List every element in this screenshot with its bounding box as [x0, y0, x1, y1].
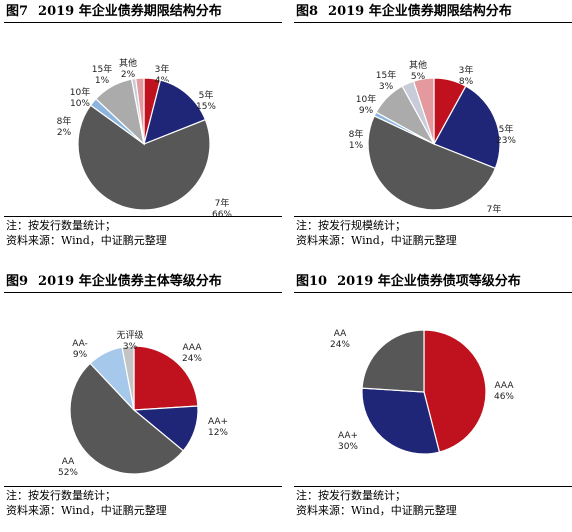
pie-slice: [361, 387, 441, 455]
chart-notes: 注：按发行数量统计； 资料来源：Wind，中证鹏元整理: [6, 218, 167, 248]
slice-value-label: 9%: [73, 350, 88, 360]
chart-title: 图9 2019 年企业债券主体等级分布: [6, 272, 222, 292]
slice-category-label: AAA: [183, 343, 203, 353]
slice-category-label: 3年: [459, 64, 474, 76]
slice-value-label: 8%: [459, 77, 474, 87]
slice-value-label: 2%: [57, 128, 72, 138]
slice-category-label: 无评级: [116, 329, 143, 341]
notes-rule: [4, 216, 282, 217]
slice-category-label: 15年: [92, 63, 112, 75]
title-rule: [294, 292, 572, 293]
slice-category-label: 其他: [119, 57, 137, 69]
slice-category-label: 7年: [487, 203, 502, 215]
figure-title: 2019 年企业债券期限结构分布: [328, 4, 512, 19]
slice-value-label: 12%: [208, 428, 228, 438]
slice-value-label: 52%: [58, 468, 78, 478]
title-rule: [4, 292, 282, 293]
chart-note: 注：按发行规模统计；: [296, 219, 406, 232]
pie-slice: [361, 329, 425, 393]
figure-title: 2019 年企业债券债项等级分布: [337, 274, 521, 289]
slice-value-label: 23%: [496, 136, 516, 146]
figure-title: 2019 年企业债券期限结构分布: [38, 4, 222, 19]
pie-slice: [135, 77, 145, 145]
slice-category-label: AAA: [495, 381, 515, 391]
slice-value-label: 15%: [196, 102, 216, 112]
chart-notes: 注：按发行数量统计； 资料来源：Wind，中证鹏元整理: [296, 488, 457, 518]
slice-category-label: 8年: [57, 115, 72, 127]
slice-category-label: AA+: [208, 417, 228, 427]
figure-number: 图8: [296, 4, 319, 19]
slice-category-label: 其他: [409, 59, 427, 71]
chart-panel-fig10: 图10 2019 年企业债券债项等级分布 AAA 46% AA+ 30% AA 24% 注：…: [294, 270, 572, 532]
chart-source: 资料来源：Wind，中证鹏元整理: [296, 234, 457, 247]
title-rule: [4, 22, 282, 23]
slice-category-label: 5年: [199, 89, 214, 101]
slice-category-label: 10年: [356, 93, 376, 105]
chart-source: 资料来源：Wind，中证鹏元整理: [6, 234, 167, 247]
slice-category-label: AA: [334, 329, 347, 339]
notes-rule: [294, 486, 572, 487]
slice-value-label: 1%: [95, 76, 110, 86]
slice-category-label: 8年: [349, 128, 364, 140]
slice-value-label: 46%: [494, 392, 514, 402]
pie-slice: [367, 115, 497, 211]
chart-source: 资料来源：Wind，中证鹏元整理: [6, 504, 167, 517]
chart-notes: 注：按发行规模统计； 资料来源：Wind，中证鹏元整理: [296, 218, 457, 248]
chart-source: 资料来源：Wind，中证鹏元整理: [296, 504, 457, 517]
slice-value-label: 10%: [70, 99, 90, 109]
slice-value-label: 9%: [359, 106, 374, 116]
chart-notes: 注：按发行数量统计； 资料来源：Wind，中证鹏元整理: [6, 488, 167, 518]
pie-slice: [433, 85, 501, 170]
slice-category-label: AA: [62, 457, 75, 467]
slice-category-label: AA+: [338, 431, 358, 441]
slice-value-label: 3%: [379, 82, 394, 92]
pie-slice: [423, 329, 487, 453]
slice-category-label: 7年: [215, 197, 230, 209]
pie-slice: [133, 345, 199, 411]
figure-number: 图10: [296, 274, 328, 289]
chart-note: 注：按发行数量统计；: [296, 489, 406, 502]
chart-note: 注：按发行数量统计；: [6, 489, 116, 502]
chart-title: 图10 2019 年企业债券债项等级分布: [296, 272, 521, 292]
chart-note: 注：按发行数量统计；: [6, 219, 116, 232]
slice-value-label: 2%: [121, 70, 136, 80]
slice-value-label: 3%: [123, 342, 138, 352]
slice-value-label: 1%: [349, 141, 364, 151]
slice-category-label: 5年: [499, 123, 514, 135]
slice-category-label: 3年: [155, 63, 170, 75]
figure-title: 2019 年企业债券主体等级分布: [38, 274, 222, 289]
figure-number: 图9: [6, 274, 29, 289]
pie-slice: [412, 77, 435, 145]
figure-number: 图7: [6, 4, 29, 19]
slice-value-label: 5%: [411, 72, 426, 82]
slice-value-label: 24%: [330, 340, 350, 350]
pie-slice: [121, 345, 135, 411]
pie-slice: [143, 79, 207, 145]
slice-category-label: 15年: [376, 69, 396, 81]
pie-slice: [69, 362, 185, 475]
title-rule: [294, 22, 572, 23]
chart-title: 图8 2019 年企业债券期限结构分布: [296, 2, 512, 22]
notes-rule: [4, 486, 282, 487]
chart-title: 图7 2019 年企业债券期限结构分布: [6, 2, 222, 22]
slice-value-label: 66%: [212, 210, 232, 216]
chart-panel-fig9: 图9 2019 年企业债券主体等级分布 AAA 24% AA+ 12% AA 52% AA- 9…: [4, 270, 282, 532]
slice-category-label: 10年: [70, 86, 90, 98]
pie-slice: [77, 104, 211, 211]
slice-value-label: 24%: [182, 354, 202, 364]
slice-category-label: AA-: [72, 339, 88, 349]
slice-value-label: 30%: [338, 442, 358, 452]
notes-rule: [294, 216, 572, 217]
